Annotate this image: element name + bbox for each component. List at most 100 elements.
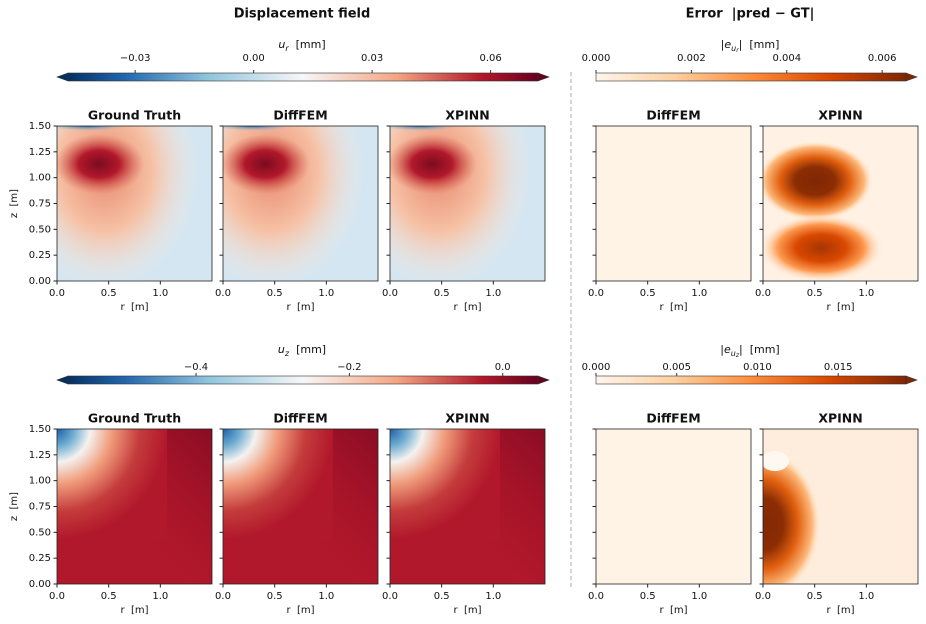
x-axis-label: r [m] <box>659 302 687 313</box>
colorbar-tick-label: 0.010 <box>743 362 772 373</box>
x-tick-label: 0.0 <box>49 288 65 299</box>
colorbar-tick-label: −0.2 <box>337 362 361 373</box>
y-tick-label: 0.75 <box>29 502 51 513</box>
x-tick-label: 1.0 <box>691 591 707 602</box>
heatmap-layer <box>596 126 751 281</box>
y-tick-label: 1.00 <box>29 476 51 487</box>
x-tick-label: 1.0 <box>152 288 168 299</box>
label-part: u <box>278 343 285 356</box>
heatmap-layer <box>57 429 167 539</box>
x-tick-label: 1.0 <box>152 591 168 602</box>
heatmap <box>596 429 751 584</box>
x-tick-label: 0.5 <box>640 288 656 299</box>
y-tick-label: 0.50 <box>29 527 51 538</box>
colorbar-label: uz [mm] <box>278 343 326 358</box>
x-axis-label: r [m] <box>286 302 314 313</box>
x-axis-label: r [m] <box>286 605 314 616</box>
right-title: Error |pred − GT| <box>686 7 815 22</box>
label-part: z <box>735 352 740 359</box>
heatmap-layer <box>390 429 500 539</box>
heatmap-layer <box>57 134 144 194</box>
panel-title: XPINN <box>818 411 862 426</box>
x-tick-label: 0.0 <box>588 591 604 602</box>
label-part: | [mm] <box>739 343 780 356</box>
heatmap <box>763 126 918 281</box>
heatmap-layer <box>596 429 751 584</box>
colorbar-extend <box>905 72 918 82</box>
x-tick-label: 0.5 <box>434 288 450 299</box>
panel-title: Ground Truth <box>88 411 181 426</box>
colorbar-tick-label: 0.015 <box>824 362 853 373</box>
y-tick-label: 1.50 <box>29 424 51 435</box>
colorbar-label: |euz| [mm] <box>720 343 779 359</box>
x-tick-label: 1.0 <box>485 288 501 299</box>
x-axis-label: r [m] <box>826 302 854 313</box>
label-part: | <box>720 343 724 356</box>
x-tick-label: 1.0 <box>858 288 874 299</box>
colorbar <box>67 375 539 385</box>
y-tick-label: 0.00 <box>29 276 51 287</box>
y-axis-label: z [m] <box>9 189 20 218</box>
panel-title: XPINN <box>818 108 862 123</box>
x-tick-label: 0.5 <box>101 591 117 602</box>
colorbar-extend <box>537 72 550 82</box>
x-axis-label: r [m] <box>659 605 687 616</box>
heatmap-layer <box>223 429 333 539</box>
heatmap-layer <box>763 449 821 584</box>
colorbar-tick-label: 0.000 <box>582 53 611 64</box>
heatmap <box>390 429 545 584</box>
heatmap <box>57 126 212 281</box>
x-tick-label: 1.0 <box>318 591 334 602</box>
heatmap <box>57 429 212 584</box>
x-tick-label: 0.0 <box>755 591 771 602</box>
colorbar-label: |eur| [mm] <box>721 38 780 54</box>
colorbar-tick-label: 0.03 <box>361 53 383 64</box>
colorbar <box>595 72 907 82</box>
x-tick-label: 1.0 <box>691 288 707 299</box>
colorbar-extend <box>537 375 550 385</box>
colorbar-tick-label: 0.004 <box>772 53 801 64</box>
colorbar-tick-label: −0.03 <box>120 53 151 64</box>
x-tick-label: 0.0 <box>755 288 771 299</box>
label-part: e <box>724 38 731 51</box>
x-tick-label: 0.0 <box>49 591 65 602</box>
colorbar-tick-label: 0.06 <box>479 53 501 64</box>
y-tick-label: 1.25 <box>29 147 51 158</box>
colorbar-tick-label: 0.002 <box>677 53 706 64</box>
x-axis-label: r [m] <box>453 302 481 313</box>
heatmap <box>596 126 751 281</box>
label-part: [mm] <box>289 38 326 51</box>
colorbar-tick-label: 0.000 <box>582 362 611 373</box>
colorbar <box>67 72 539 82</box>
label-part: | <box>721 38 725 51</box>
heatmap <box>763 429 918 584</box>
x-tick-label: 0.5 <box>807 591 823 602</box>
x-axis-label: r [m] <box>453 605 481 616</box>
y-tick-label: 0.25 <box>29 553 51 564</box>
panel-title: DiffFEM <box>273 108 327 123</box>
heatmap-layer <box>390 126 460 131</box>
x-tick-label: 0.5 <box>267 288 283 299</box>
y-tick-label: 1.00 <box>29 173 51 184</box>
x-tick-label: 0.5 <box>101 288 117 299</box>
x-tick-label: 0.0 <box>215 591 231 602</box>
label-part: | [mm] <box>739 38 780 51</box>
x-tick-label: 0.5 <box>434 591 450 602</box>
panel-title: Ground Truth <box>88 108 181 123</box>
y-tick-label: 0.75 <box>29 199 51 210</box>
x-tick-label: 0.5 <box>807 288 823 299</box>
heatmap-layer <box>223 134 310 194</box>
x-axis-label: r [m] <box>826 605 854 616</box>
panel-title: XPINN <box>445 108 489 123</box>
heatmap-layer <box>763 214 883 281</box>
y-tick-label: 1.25 <box>29 450 51 461</box>
y-tick-label: 0.50 <box>29 224 51 235</box>
colorbar-tick-label: 0.005 <box>662 362 691 373</box>
panel-title: DiffFEM <box>646 108 700 123</box>
heatmap <box>223 126 378 281</box>
heatmap-layer <box>763 141 873 221</box>
x-tick-label: 0.0 <box>382 591 398 602</box>
x-tick-label: 0.5 <box>267 591 283 602</box>
x-axis-label: r [m] <box>120 605 148 616</box>
